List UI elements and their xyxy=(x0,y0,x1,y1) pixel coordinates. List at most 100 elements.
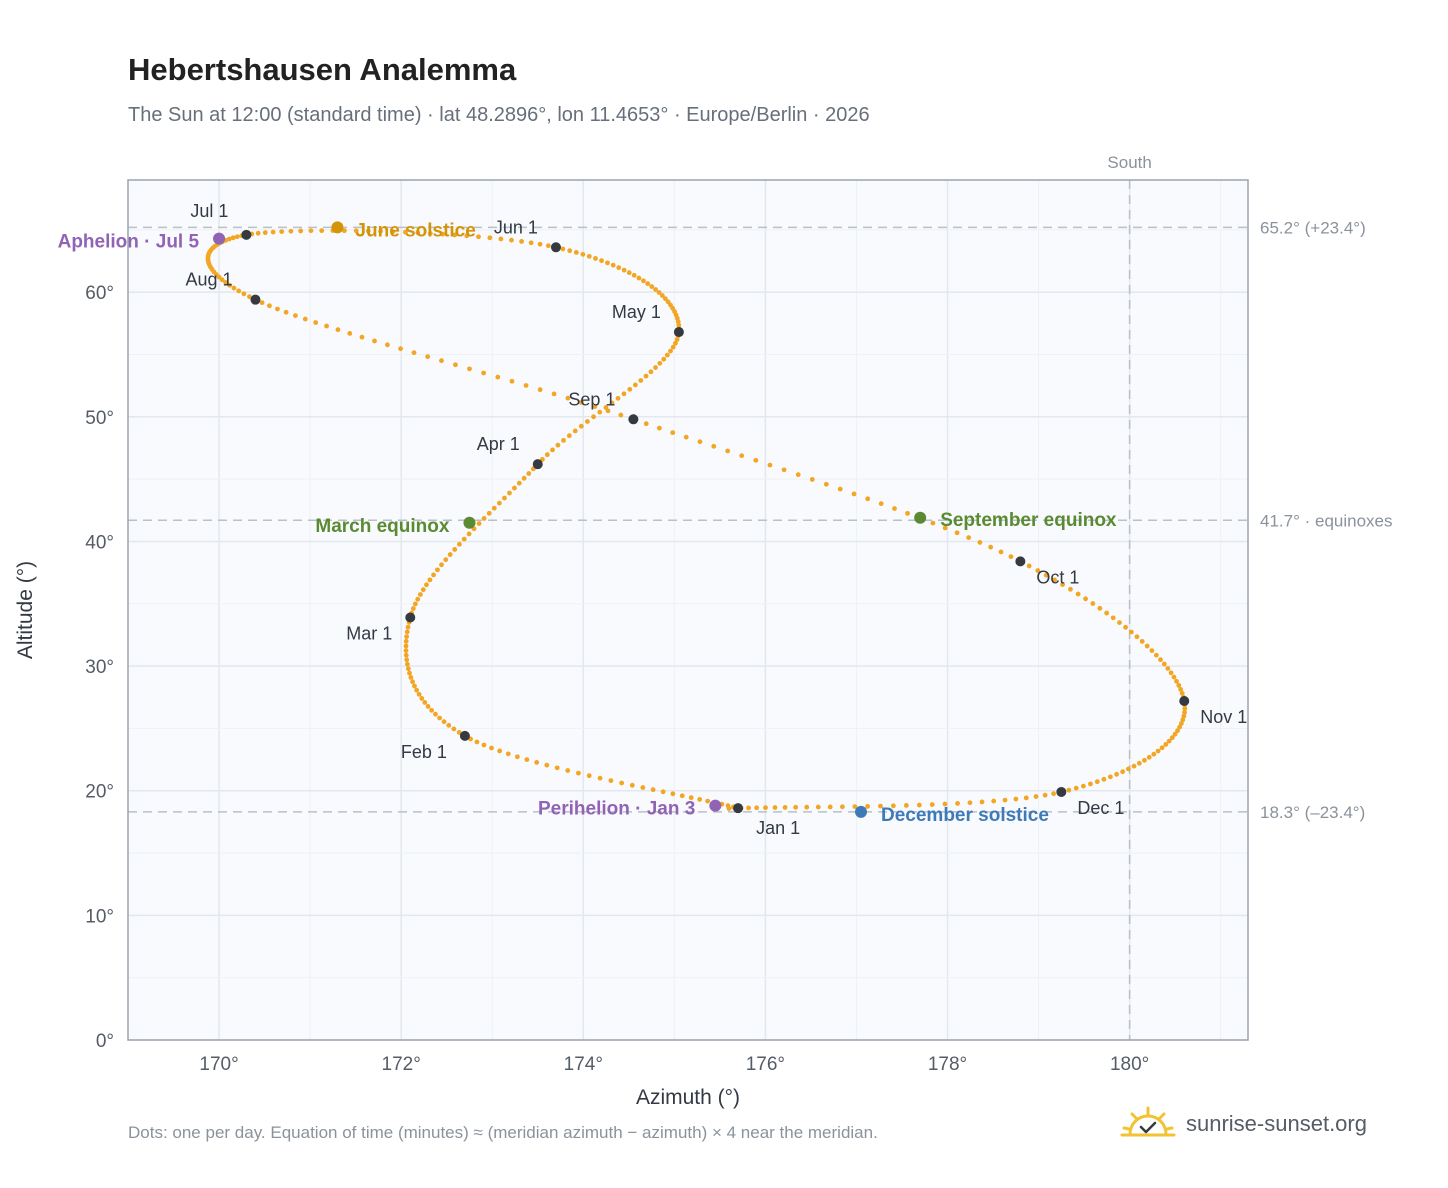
daily-dot xyxy=(505,751,511,757)
daily-dot xyxy=(657,360,663,366)
daily-dot xyxy=(424,582,429,588)
daily-dot xyxy=(1144,643,1150,649)
daily-dot xyxy=(1068,586,1073,592)
daily-dot xyxy=(512,485,517,491)
daily-dot xyxy=(537,241,543,247)
y-tick-label: 20° xyxy=(85,782,114,803)
daily-dot xyxy=(1134,634,1140,640)
daily-dot xyxy=(398,346,403,352)
daily-dot xyxy=(573,250,579,255)
daily-dot xyxy=(537,387,543,393)
daily-dot xyxy=(648,369,654,375)
daily-dot xyxy=(403,643,409,649)
daily-dot xyxy=(754,805,760,811)
daily-dot xyxy=(967,800,973,806)
daily-dot xyxy=(550,447,555,453)
daily-dot xyxy=(1174,678,1179,684)
event-marker xyxy=(213,232,226,245)
daily-dot xyxy=(1139,638,1145,644)
daily-dot xyxy=(555,442,561,448)
daily-dot xyxy=(890,803,896,809)
daily-dot xyxy=(1110,615,1116,621)
chart-title: Hebertshausen Analemma xyxy=(128,52,517,87)
daily-dot xyxy=(650,787,656,793)
daily-dot xyxy=(580,251,586,257)
daily-dot xyxy=(631,272,637,278)
daily-dot xyxy=(659,293,665,298)
daily-dot xyxy=(440,231,446,237)
daily-dot xyxy=(435,567,440,573)
daily-dot xyxy=(643,421,649,427)
daily-dot xyxy=(585,419,590,424)
plot-frame xyxy=(127,179,1249,1041)
daily-dot xyxy=(586,773,592,779)
daily-dot xyxy=(456,541,462,547)
daily-dot xyxy=(930,520,936,526)
daily-dot xyxy=(247,294,252,300)
daily-dot xyxy=(554,765,560,771)
daily-dot xyxy=(523,383,529,388)
daily-dot xyxy=(476,234,481,240)
daily-dot xyxy=(705,798,711,804)
daily-dot xyxy=(425,704,431,709)
daily-dot xyxy=(656,425,662,431)
daily-dot xyxy=(1052,577,1057,583)
daily-dot xyxy=(653,365,658,370)
event-label: September equinox xyxy=(940,510,1117,531)
event-label: Perihelion · Jan 3 xyxy=(538,799,695,820)
daily-dot xyxy=(514,754,520,760)
daily-dot xyxy=(283,309,289,315)
daily-dot xyxy=(452,547,458,552)
x-tick-label: 178° xyxy=(928,1054,967,1075)
daily-dot xyxy=(402,229,408,235)
y-tick-label: 10° xyxy=(85,906,114,927)
month-marker xyxy=(628,414,639,425)
y-tick-label: 40° xyxy=(85,532,114,553)
event-label: June solstice xyxy=(355,220,475,241)
month-marker xyxy=(673,327,684,338)
daily-dot xyxy=(486,510,492,516)
brand-logo[interactable]: sunrise-sunset.org xyxy=(1120,1102,1367,1146)
daily-dot xyxy=(524,757,530,762)
reference-line-label: 65.2° (+23.4°) xyxy=(1260,218,1366,237)
daily-dot xyxy=(467,366,472,372)
daily-dot xyxy=(516,480,522,486)
daily-dot xyxy=(674,337,680,342)
y-tick-label: 60° xyxy=(85,283,114,304)
daily-dot xyxy=(476,521,482,526)
daily-dot xyxy=(1182,706,1188,712)
daily-dot xyxy=(335,327,341,333)
daily-dot xyxy=(519,239,524,244)
daily-dot xyxy=(1101,776,1107,782)
daily-dot xyxy=(837,486,843,492)
daily-dot xyxy=(1026,563,1032,569)
daily-dot xyxy=(414,687,420,693)
daily-dot xyxy=(507,490,512,496)
daily-dot xyxy=(746,805,751,811)
daily-dot xyxy=(998,549,1004,555)
daily-dot xyxy=(308,228,314,234)
daily-dot xyxy=(439,358,444,364)
daily-dot xyxy=(427,577,433,583)
daily-dot xyxy=(1090,601,1096,606)
daily-dot xyxy=(234,234,240,240)
daily-dot xyxy=(1136,760,1142,766)
daily-dot xyxy=(319,228,325,234)
daily-dot xyxy=(767,462,773,468)
daily-dot xyxy=(342,228,347,234)
daily-dot xyxy=(417,592,423,597)
daily-dot xyxy=(427,231,433,236)
daily-dot xyxy=(592,404,598,410)
daily-dot xyxy=(903,803,909,808)
daily-dot xyxy=(502,495,507,501)
daily-dot xyxy=(576,770,581,776)
daily-dot xyxy=(403,648,409,654)
daily-dot xyxy=(390,229,396,235)
daily-dot xyxy=(640,785,646,790)
daily-dot xyxy=(259,300,265,306)
daily-dot xyxy=(665,299,671,305)
daily-dot xyxy=(795,472,801,478)
daily-dot xyxy=(1094,779,1100,785)
daily-dot xyxy=(1168,670,1174,676)
x-tick-label: 170° xyxy=(199,1054,238,1075)
